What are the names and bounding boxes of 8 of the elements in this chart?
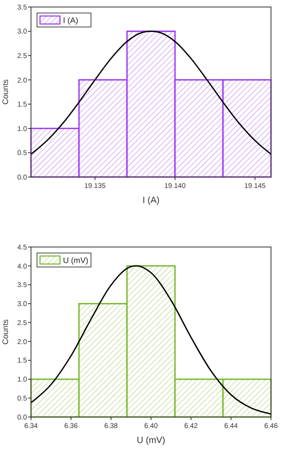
x-axis-title: U (mV) xyxy=(136,435,166,445)
line-series xyxy=(30,30,272,155)
legend-label: U (mV) xyxy=(63,256,89,265)
y-axis-title: Counts xyxy=(1,319,10,345)
y-axis-title: Counts xyxy=(1,79,10,105)
legend-label: I (A) xyxy=(63,16,78,25)
line-series xyxy=(30,265,272,415)
x-axis-title: I (A) xyxy=(142,195,160,205)
